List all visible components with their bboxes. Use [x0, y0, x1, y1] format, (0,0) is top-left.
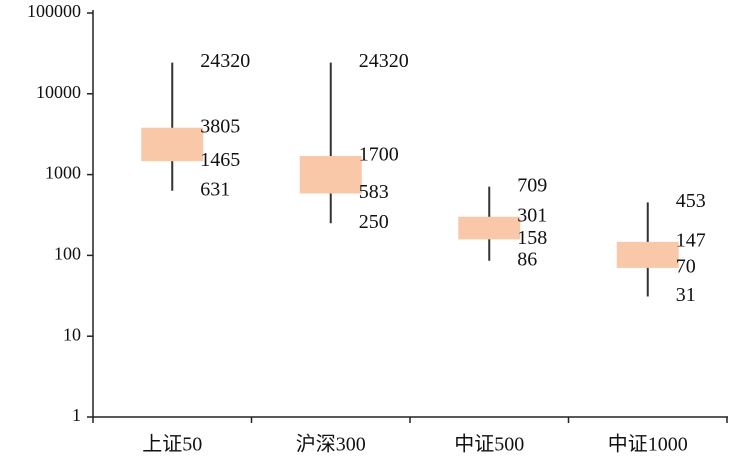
y-tick-label: 100000 [27, 1, 81, 21]
box [616, 241, 679, 268]
value-label: 147 [676, 229, 706, 251]
y-tick-label: 10 [63, 324, 81, 344]
y-tick-label: 100 [54, 244, 81, 264]
value-label: 31 [676, 284, 696, 306]
value-label: 301 [517, 204, 547, 226]
x-tick-label: 中证1000 [608, 433, 688, 456]
x-tick-label: 沪深300 [296, 433, 366, 456]
y-tick-label: 1000 [45, 163, 81, 183]
value-label: 453 [676, 190, 706, 212]
box [141, 127, 204, 162]
value-label: 86 [517, 248, 537, 270]
value-label: 24320 [359, 50, 409, 72]
y-tick-label: 10000 [36, 82, 81, 102]
value-label: 250 [359, 211, 389, 233]
value-label: 1700 [359, 144, 399, 166]
box [299, 155, 362, 194]
value-label: 158 [517, 227, 547, 249]
value-label: 24320 [200, 50, 250, 72]
y-tick-label: 1 [72, 405, 81, 425]
value-label: 3805 [200, 115, 240, 137]
value-label: 70 [676, 256, 696, 278]
box [458, 216, 521, 240]
value-label: 1465 [200, 149, 240, 171]
value-label: 709 [517, 174, 547, 196]
value-label: 631 [200, 178, 230, 200]
x-tick-label: 中证500 [454, 433, 524, 456]
x-tick-label: 上证50 [142, 433, 202, 456]
value-label: 583 [359, 181, 389, 203]
